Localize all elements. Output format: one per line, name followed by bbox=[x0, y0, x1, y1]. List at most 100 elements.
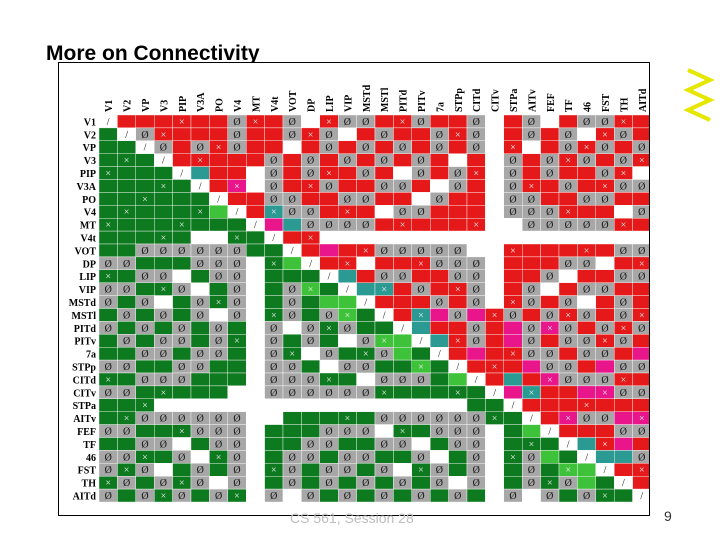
matrix-cell bbox=[577, 205, 597, 219]
matrix-cell-symbol: × bbox=[124, 207, 130, 218]
matrix-cell bbox=[393, 308, 412, 322]
matrix-cell-symbol: Ø bbox=[307, 388, 314, 399]
matrix-cell bbox=[595, 476, 615, 490]
matrix-cell bbox=[466, 179, 486, 193]
matrix-cell bbox=[595, 295, 615, 309]
matrix-cell bbox=[577, 269, 597, 283]
matrix-cell-symbol: × bbox=[400, 117, 406, 128]
matrix-cell bbox=[430, 205, 449, 219]
matrix-cell bbox=[209, 153, 228, 167]
matrix-cell-symbol: Ø bbox=[638, 362, 645, 373]
matrix-cell bbox=[430, 359, 449, 374]
matrix-cell bbox=[282, 334, 302, 348]
matrix-cell bbox=[282, 411, 302, 425]
matrix-cell bbox=[558, 450, 578, 464]
matrix-cell bbox=[448, 463, 468, 477]
matrix-cell bbox=[374, 205, 394, 219]
matrix-cell bbox=[172, 437, 192, 451]
matrix-cell-symbol: Ø bbox=[307, 323, 314, 334]
matrix-cell-symbol: Ø bbox=[381, 375, 388, 386]
matrix-cell-symbol: / bbox=[383, 310, 386, 321]
matrix-cell bbox=[430, 269, 449, 283]
matrix-cell bbox=[503, 282, 523, 296]
matrix-cell-symbol: × bbox=[179, 478, 185, 489]
matrix-cell bbox=[319, 488, 339, 503]
matrix-cell-symbol: Ø bbox=[509, 207, 516, 218]
matrix-cell-symbol: Ø bbox=[509, 491, 516, 502]
matrix-cell bbox=[522, 308, 541, 322]
matrix-cell-symbol: Ø bbox=[123, 259, 130, 270]
matrix-cell-symbol: Ø bbox=[344, 491, 351, 502]
matrix-cell-symbol: × bbox=[418, 259, 424, 270]
matrix-cell bbox=[411, 179, 431, 193]
matrix-cell bbox=[411, 476, 431, 490]
matrix-cell bbox=[209, 282, 228, 296]
matrix-cell-symbol: Ø bbox=[178, 491, 185, 502]
matrix-cell bbox=[209, 179, 228, 193]
matrix-cell bbox=[117, 140, 137, 154]
matrix-cell-symbol: Ø bbox=[105, 323, 112, 334]
matrix-cell-symbol: Ø bbox=[454, 491, 461, 502]
matrix-cell-symbol: Ø bbox=[289, 207, 296, 218]
matrix-cell bbox=[503, 372, 523, 387]
matrix-cell bbox=[614, 256, 633, 270]
matrix-cell bbox=[374, 114, 394, 129]
matrix-cell bbox=[245, 321, 265, 335]
matrix-cell bbox=[540, 437, 560, 451]
matrix-cell-symbol: Ø bbox=[307, 375, 314, 386]
matrix-cell-symbol: Ø bbox=[270, 169, 277, 180]
matrix-cell-symbol: × bbox=[326, 323, 332, 334]
matrix-cell-symbol: Ø bbox=[436, 194, 443, 205]
matrix-cell bbox=[301, 269, 320, 283]
matrix-cell-symbol: Ø bbox=[399, 439, 406, 450]
matrix-cell bbox=[209, 230, 228, 245]
matrix-cell-symbol: Ø bbox=[123, 452, 130, 463]
matrix-cell-symbol: Ø bbox=[509, 156, 516, 167]
matrix-cell bbox=[466, 488, 486, 503]
matrix-cell bbox=[595, 359, 615, 374]
matrix-cell-symbol: × bbox=[510, 246, 516, 257]
matrix-cell bbox=[466, 230, 486, 245]
matrix-cell-symbol: × bbox=[455, 388, 461, 399]
matrix-cell-symbol: × bbox=[253, 117, 259, 128]
matrix-cell-symbol: × bbox=[363, 246, 369, 257]
col-header-PO: PO bbox=[215, 98, 226, 112]
matrix-cell bbox=[614, 398, 633, 412]
matrix-cell-symbol: Ø bbox=[289, 388, 296, 399]
matrix-cell bbox=[264, 217, 284, 232]
matrix-cell bbox=[485, 321, 504, 335]
matrix-cell-symbol: Ø bbox=[362, 427, 369, 438]
matrix-cell-symbol: Ø bbox=[473, 117, 480, 128]
matrix-cell bbox=[632, 166, 649, 180]
matrix-cell-symbol: Ø bbox=[473, 298, 480, 309]
matrix-cell bbox=[632, 282, 649, 296]
matrix-cell bbox=[245, 359, 265, 374]
matrix-cell bbox=[393, 282, 412, 296]
matrix-cell bbox=[319, 359, 339, 374]
matrix-cell bbox=[522, 140, 541, 154]
matrix-cell bbox=[264, 127, 284, 142]
matrix-cell bbox=[117, 179, 137, 193]
matrix-cell-symbol: Ø bbox=[601, 194, 608, 205]
matrix-cell-symbol: Ø bbox=[307, 336, 314, 347]
matrix-cell bbox=[135, 359, 155, 374]
matrix-cell bbox=[411, 385, 431, 399]
matrix-cell-symbol: Ø bbox=[473, 143, 480, 154]
matrix-cell-symbol: Ø bbox=[473, 285, 480, 296]
matrix-cell-symbol: Ø bbox=[454, 169, 461, 180]
matrix-cell bbox=[485, 334, 504, 348]
matrix-cell-symbol: Ø bbox=[289, 362, 296, 373]
matrix-cell bbox=[430, 114, 449, 129]
row-header-VP: VP bbox=[83, 143, 96, 154]
col-header-VP: VP bbox=[141, 99, 152, 112]
matrix-cell bbox=[595, 308, 615, 322]
matrix-cell bbox=[485, 127, 504, 142]
matrix-cell-symbol: / bbox=[640, 491, 643, 502]
matrix-cell bbox=[485, 463, 504, 477]
matrix-cell-symbol: × bbox=[271, 259, 277, 270]
matrix-cell bbox=[227, 153, 247, 167]
matrix-cell-symbol: Ø bbox=[620, 362, 627, 373]
matrix-cell bbox=[245, 476, 265, 490]
matrix-cell bbox=[301, 243, 320, 258]
matrix-cell bbox=[577, 230, 597, 245]
